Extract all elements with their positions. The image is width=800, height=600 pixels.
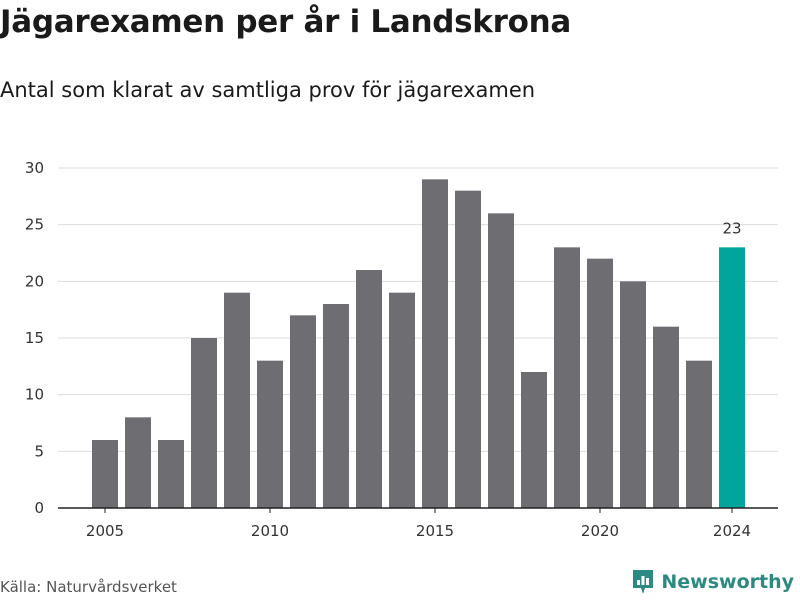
bar [257,360,283,508]
x-tick-label: 2010 [251,522,289,540]
x-tick-label: 2005 [86,522,124,540]
y-tick-label: 10 [25,386,44,404]
bar-chart: 0 5 10 15 20 25 30 2005 2010 2015 2020 2024 23 [25,159,778,540]
data-label: 23 [722,219,741,237]
y-tick-label: 30 [25,159,44,177]
bar-chart-logo-icon [633,570,654,594]
x-tick-label: 2020 [581,522,619,540]
bar [488,213,514,509]
x-tick-label: 2015 [416,522,454,540]
brand-logo: Newsworthy [631,568,794,596]
bar [521,372,547,508]
bar [620,281,646,508]
chart-title: Jägarexamen per år i Landskrona [0,4,571,40]
bar [554,247,580,509]
brand-name: Newsworthy [661,571,794,593]
y-tick-label: 20 [25,272,44,290]
x-tick-label: 2024 [713,522,751,540]
y-tick-label: 15 [25,329,44,347]
bar [92,440,118,508]
bar [125,417,151,508]
bar [719,247,745,509]
bar [389,292,415,508]
bar [191,338,217,508]
bar [356,270,382,508]
bar [422,179,448,509]
bar [686,360,712,508]
bar [290,315,316,508]
bar [323,304,349,508]
bar [158,440,184,508]
y-tick-label: 5 [34,442,44,460]
source-note: Källa: Naturvårdsverket [0,578,177,596]
y-tick-label: 25 [25,216,44,234]
bar [653,326,679,508]
bar [224,292,250,508]
chart-subtitle: Antal som klarat av samtliga prov för jä… [0,78,536,102]
bar [455,190,481,508]
bar [587,258,613,508]
y-tick-label: 0 [34,499,44,517]
